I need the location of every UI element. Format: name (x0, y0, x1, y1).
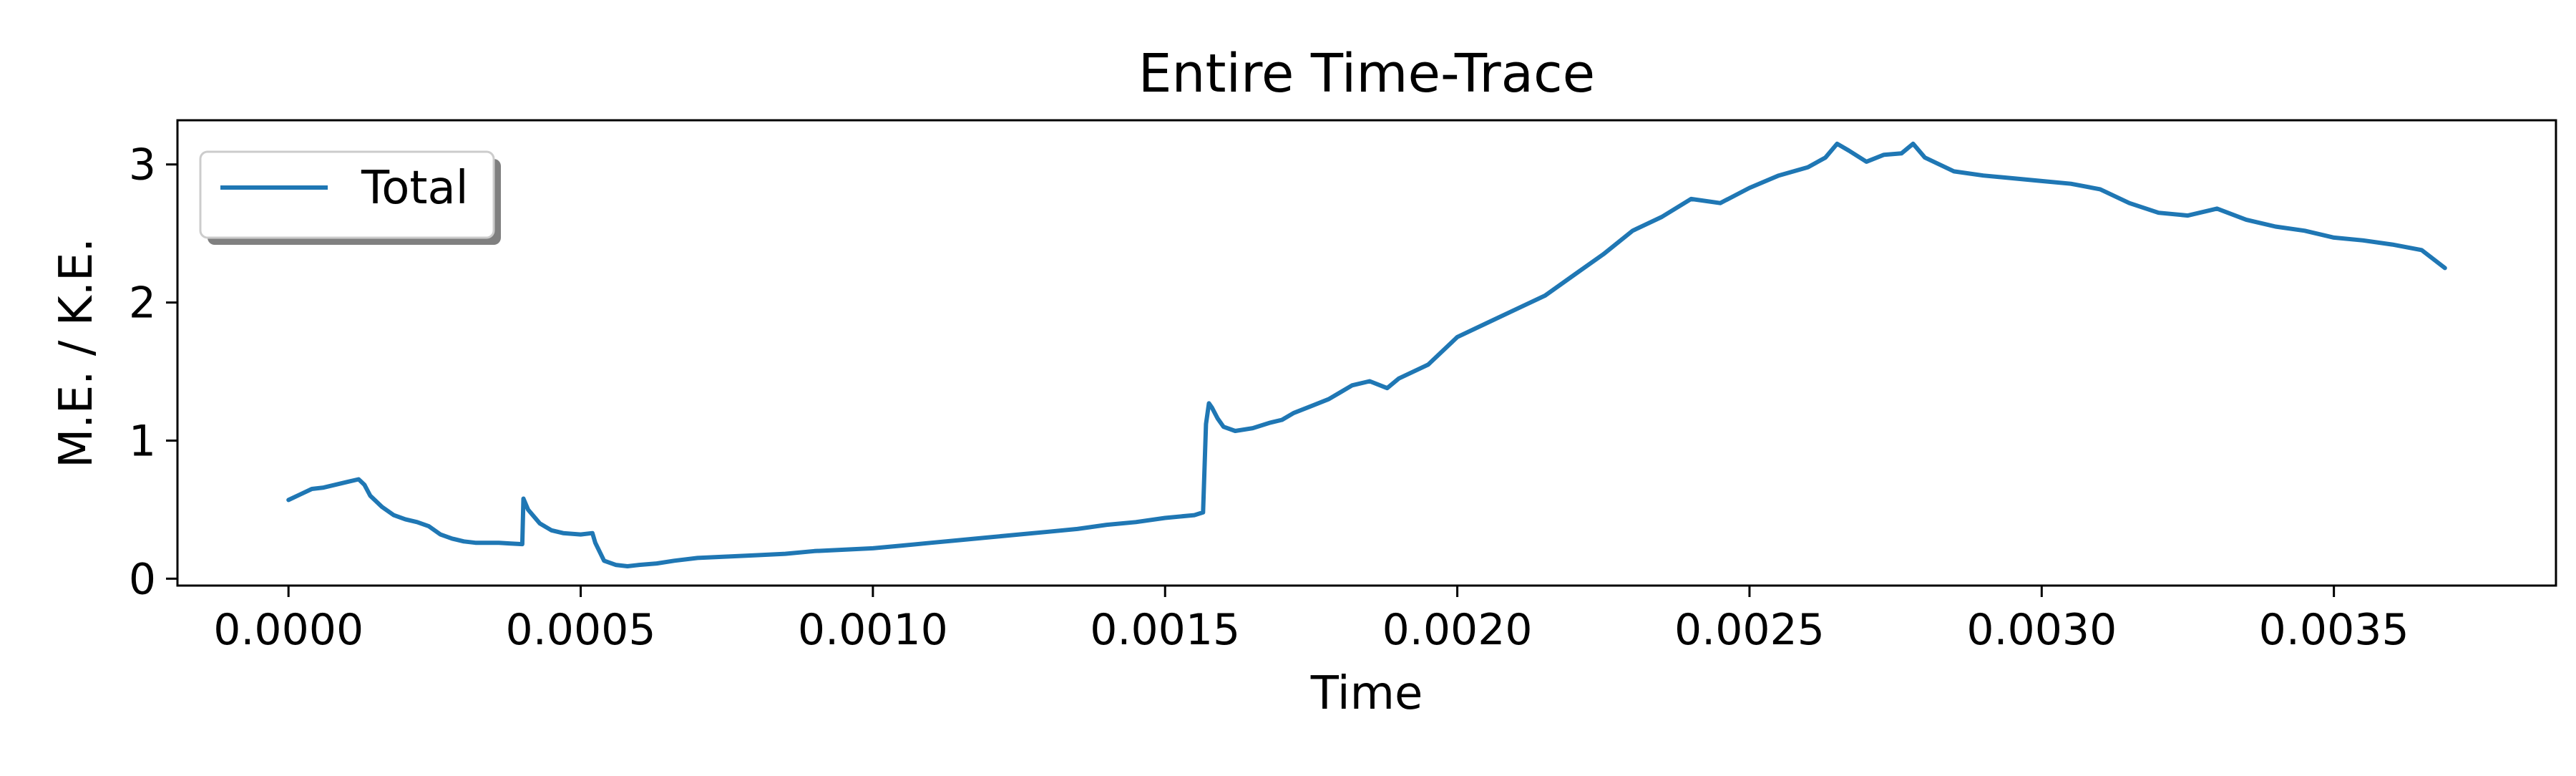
series-layer (286, 141, 2447, 568)
legend-label-total: Total (361, 162, 468, 215)
x-tick-label: 0.0015 (1090, 605, 1240, 655)
x-tick-label: 0.0030 (1966, 605, 2117, 655)
y-axis-ticks: 0 1 2 3 (129, 140, 177, 604)
x-axis-label: Time (1310, 667, 1423, 720)
plot-frame (176, 119, 2557, 587)
x-tick-label: 0.0010 (798, 605, 948, 655)
y-tick-label: 2 (129, 278, 156, 329)
x-tick-label: 0.0020 (1382, 605, 1533, 655)
y-tick-label: 1 (129, 416, 156, 466)
x-tick-label: 0.0000 (213, 605, 364, 655)
x-tick-label: 0.0005 (506, 605, 656, 655)
chart-title: Entire Time-Trace (1138, 43, 1595, 105)
y-axis-label: M.E. / K.E. (50, 238, 103, 468)
legend: Total (199, 150, 501, 245)
x-axis-ticks: 0.0000 0.0005 0.0010 0.0015 0.0020 0.0025 0.00… (213, 586, 2409, 655)
legend-box (199, 150, 495, 239)
x-tick-label: 0.0035 (2259, 605, 2409, 655)
y-tick-label: 0 (129, 554, 156, 604)
x-tick-label: 0.0025 (1674, 605, 1825, 655)
y-tick-label: 3 (129, 140, 156, 190)
series-line-total (286, 141, 2447, 568)
